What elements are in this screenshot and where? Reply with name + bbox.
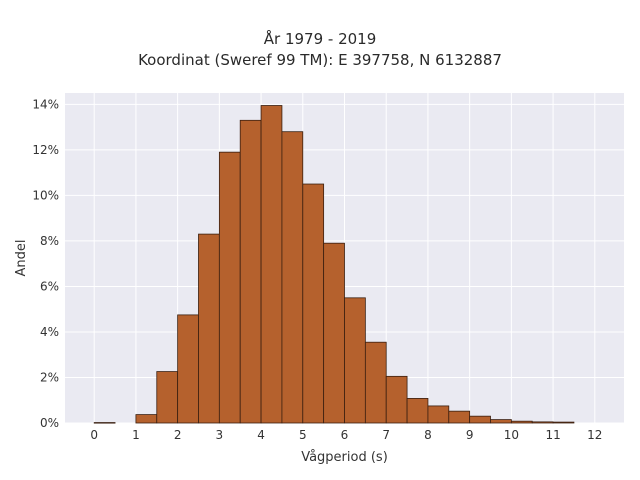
x-tick-label: 1 [132, 428, 140, 442]
histogram-bar [323, 242, 345, 424]
histogram-bar [364, 341, 387, 424]
x-tick-label: 3 [216, 428, 224, 442]
x-tick-label: 8 [424, 428, 432, 442]
y-axis: 0% 2% 4% 6% 8% 10% 12% 14% [32, 97, 59, 430]
histogram-bar [239, 119, 262, 424]
x-axis-label: Vågperiod (s) [301, 450, 388, 465]
bars [93, 105, 575, 424]
histogram-bar [552, 421, 575, 424]
y-tick-label: 4% [40, 325, 59, 339]
histogram-bar [260, 105, 283, 424]
x-tick-label: 0 [90, 428, 98, 442]
chart-subtitle: Koordinat (Sweref 99 TM): E 397758, N 61… [138, 51, 502, 69]
histogram-bar [302, 183, 325, 424]
histogram-bar [510, 420, 533, 424]
y-tick-label: 14% [32, 97, 59, 111]
y-tick-label: 8% [40, 234, 59, 248]
x-tick-label: 10 [504, 428, 519, 442]
x-tick-label: 2 [174, 428, 182, 442]
x-tick-label: 4 [257, 428, 265, 442]
histogram-bar [385, 375, 408, 424]
chart-title: År 1979 - 2019 [263, 30, 377, 48]
histogram-bar [448, 410, 471, 424]
y-tick-label: 2% [40, 370, 59, 384]
x-tick-label: 12 [587, 428, 602, 442]
histogram-bar [156, 371, 179, 424]
x-tick-label: 11 [545, 428, 560, 442]
histogram-bar [93, 422, 116, 424]
histogram-bar [427, 405, 450, 424]
y-tick-label: 0% [40, 416, 59, 430]
histogram-bar [490, 419, 512, 424]
histogram-bar [469, 415, 491, 424]
histogram-bar [531, 421, 554, 424]
histogram-bar [218, 151, 241, 424]
histogram-bar [281, 131, 304, 424]
y-tick-label: 12% [32, 143, 59, 157]
histogram-bar [198, 233, 220, 424]
histogram-bar [177, 314, 199, 424]
histogram-bar [406, 398, 429, 424]
x-tick-label: 7 [382, 428, 390, 442]
x-tick-label: 6 [341, 428, 349, 442]
y-tick-label: 6% [40, 279, 59, 293]
x-axis: 0 1 2 3 4 5 6 7 8 9 10 11 12 [90, 428, 602, 442]
x-tick-label: 9 [466, 428, 474, 442]
histogram-bar [344, 297, 366, 424]
y-axis-label: Andel [14, 240, 29, 277]
x-tick-label: 5 [299, 428, 307, 442]
histogram-bar [135, 414, 158, 424]
y-tick-label: 10% [32, 188, 59, 202]
